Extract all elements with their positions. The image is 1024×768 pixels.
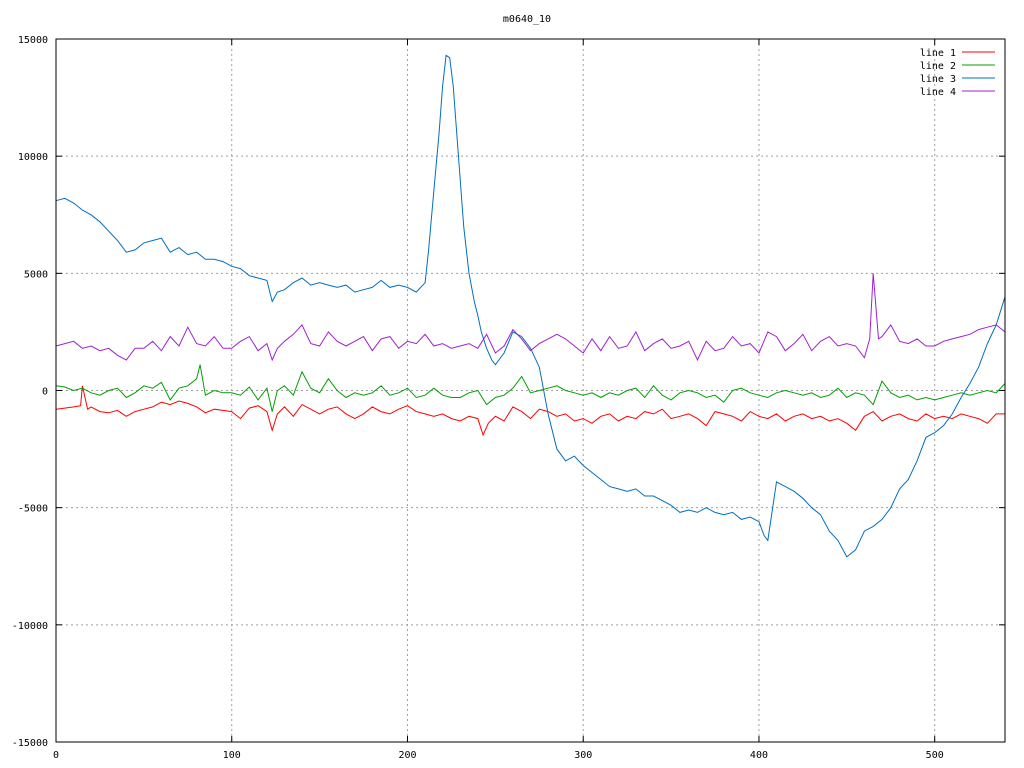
legend: line 1 line 2 line 3 line 4: [920, 48, 995, 98]
series-lines: [55, 54, 1006, 558]
x-tick-label: 500: [926, 750, 944, 761]
series-line-4: [55, 273, 1006, 362]
y-tick-label: 0: [42, 387, 48, 398]
y-tick-label: -15000: [12, 738, 48, 749]
x-tick-label: 100: [223, 750, 241, 761]
series-line-2: [55, 364, 1006, 412]
x-tick-label: 0: [53, 750, 59, 761]
y-tick-label: 15000: [18, 35, 48, 46]
y-tick-label: 5000: [24, 269, 48, 280]
y-tick-label: -5000: [18, 504, 48, 515]
plot-frame: [55, 38, 1006, 743]
legend-label: line 3: [920, 74, 956, 85]
series-line-3: [55, 54, 1006, 558]
chart-title: m0640_10: [503, 14, 551, 25]
y-tick-label: 10000: [18, 152, 48, 163]
x-tick-label: 200: [398, 750, 416, 761]
tick-labels: -15000 -10000 -5000 0 5000 10000 15000 0 100 200 3…: [12, 35, 944, 761]
x-tick-label: 400: [750, 750, 768, 761]
y-tick-label: -10000: [12, 621, 48, 632]
x-tick-label: 300: [574, 750, 592, 761]
grid: [56, 39, 1005, 742]
legend-label: line 1: [920, 48, 956, 59]
series-line-1: [55, 385, 1005, 437]
legend-label: line 2: [920, 61, 956, 72]
legend-label: line 4: [920, 87, 956, 98]
